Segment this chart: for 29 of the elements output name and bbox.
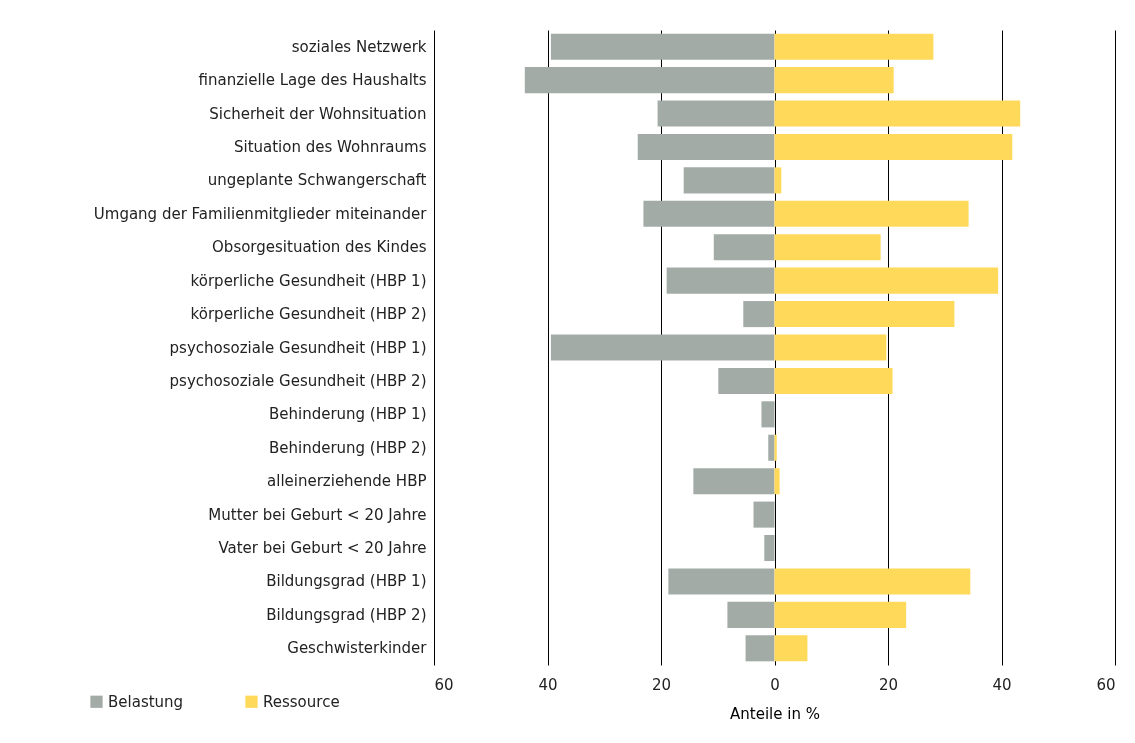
y-tick-label: Geschwisterkinder [287, 639, 428, 658]
y-tick-label: Vater bei Geburt < 20 Jahre [218, 539, 427, 558]
x-tick-label: 20 [651, 675, 672, 694]
x-tick-label: 60 [434, 675, 454, 694]
y-tick-label: körperliche Gesundheit (HBP 2) [190, 305, 427, 324]
y-tick-label: ungeplante Schwangerschaft [207, 171, 427, 190]
y-tick-label: finanzielle Lage des Haushalts [198, 71, 427, 90]
y-tick-label: körperliche Gesundheit (HBP 1) [190, 271, 427, 290]
y-tick-label: Behinderung (HBP 1) [268, 405, 427, 424]
legend-label: Ressource [263, 692, 340, 711]
x-axis-title: Anteile in % [730, 704, 820, 723]
y-tick-label: Sicherheit der Wohnsituation [209, 104, 427, 123]
y-tick-label: soziales Netzwerk [291, 37, 427, 56]
x-tick-label: 60 [1096, 675, 1116, 694]
x-tick-label: 0 [770, 675, 780, 694]
y-tick-label: Bildungsgrad (HBP 2) [266, 605, 427, 624]
x-tick-label: 40 [992, 675, 1012, 694]
y-tick-label: Behinderung (HBP 2) [268, 438, 427, 457]
y-tick-label: Obsorgesituation des Kindes [212, 238, 427, 257]
y-tick-label: alleinerziehende HBP [267, 472, 427, 491]
y-tick-label: Situation des Wohnraums [233, 137, 427, 156]
legend-label: Belastung [108, 692, 184, 711]
x-tick-label: 20 [878, 675, 899, 694]
y-tick-label: Umgang der Familienmitglieder miteinander [93, 204, 428, 223]
x-tick-label: 40 [538, 675, 558, 694]
y-tick-label: psychosoziale Gesundheit (HBP 1) [169, 338, 427, 357]
y-tick-label: Mutter bei Geburt < 20 Jahre [208, 505, 427, 524]
y-tick-label: Bildungsgrad (HBP 1) [266, 572, 427, 591]
y-tick-label: psychosoziale Gesundheit (HBP 2) [169, 371, 427, 390]
